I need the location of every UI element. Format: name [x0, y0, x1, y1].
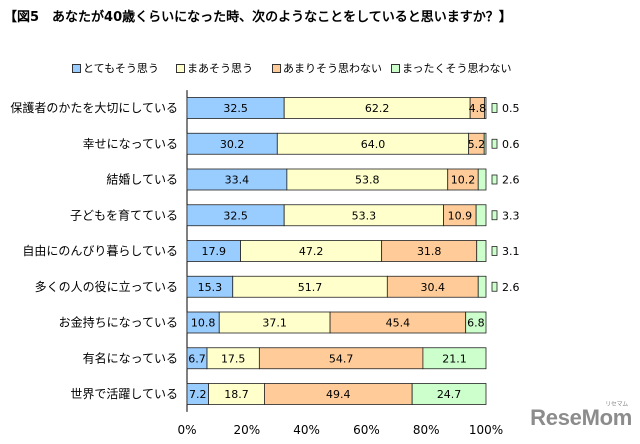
x-tick-label: 20% — [233, 423, 260, 437]
data-label: 24.7 — [437, 388, 462, 401]
bar-segment — [411, 383, 487, 405]
category-label: お金持ちになっている — [59, 315, 178, 330]
category-label: 自由にのんびり暮らしている — [22, 244, 178, 258]
legend-item-very-much: とてもそう思う — [72, 61, 159, 75]
x-tick-label: 40% — [293, 423, 320, 437]
legend-item-not-at-all: まったくそう思わない — [391, 61, 512, 75]
data-label: 7.2 — [189, 388, 207, 401]
data-label-key — [491, 174, 498, 185]
legend-swatch — [176, 63, 185, 73]
category-label: 有名になっている — [83, 350, 178, 365]
category-label: 結婚している — [106, 173, 178, 187]
data-label-key — [491, 246, 498, 256]
data-label: 47.2 — [299, 245, 324, 258]
data-label: 10.8 — [191, 317, 216, 330]
data-label: 37.1 — [262, 317, 287, 330]
chart-title: 【図5 あなたが40歳くらいになった時、次のようなことをしていると思いますか？】 — [4, 10, 512, 25]
legend-label: まったくそう思わない — [402, 62, 512, 75]
legend-label: あまりそう思わない — [283, 62, 382, 75]
data-label: 15.3 — [198, 281, 223, 294]
bar-segment — [465, 311, 487, 334]
category-label: 幸せになっている — [83, 137, 178, 151]
logo-subtext: リセマム — [605, 401, 628, 408]
legend-swatch — [391, 63, 400, 73]
data-label: 4.8 — [469, 102, 487, 115]
data-label: 3.1 — [502, 245, 520, 258]
data-label: 0.5 — [502, 102, 520, 115]
category-label: 子どもを育てている — [70, 207, 178, 222]
data-label: 30.2 — [220, 138, 245, 151]
data-label: 2.6 — [502, 281, 520, 294]
bar-segment — [476, 240, 487, 262]
data-label: 17.5 — [221, 352, 246, 365]
legend-swatch — [72, 63, 81, 73]
data-label: 0.6 — [502, 138, 520, 151]
data-label: 10.9 — [448, 209, 473, 222]
data-label: 64.0 — [361, 138, 386, 151]
data-label: 53.8 — [355, 174, 380, 187]
logo-text: ReseMom — [530, 405, 632, 430]
x-tick-label: 0% — [177, 423, 196, 437]
data-label: 45.4 — [386, 317, 411, 330]
x-tick-label: 100% — [469, 423, 503, 437]
data-label: 6.8 — [467, 317, 485, 330]
bar-segment — [477, 275, 487, 298]
data-label: 49.4 — [326, 388, 351, 401]
data-label-key — [491, 103, 498, 113]
data-label: 10.2 — [451, 174, 476, 187]
category-label: 保護者のかたを大切にしている — [10, 100, 178, 115]
data-label: 51.7 — [298, 281, 323, 294]
category-label: 多くの人の役に立っている — [35, 279, 178, 294]
data-label: 21.1 — [442, 352, 467, 365]
data-label: 17.9 — [202, 245, 227, 258]
data-label-key — [491, 138, 498, 149]
x-tick-label: 80% — [413, 423, 440, 437]
data-label: 18.7 — [224, 388, 249, 401]
legend-item-not-much: あまりそう思わない — [272, 61, 382, 75]
resemom-logo: リセマム ReseMom — [530, 401, 632, 432]
data-label: 62.2 — [365, 102, 390, 115]
data-label-key — [491, 281, 498, 292]
data-label: 32.5 — [223, 209, 248, 222]
data-label: 3.3 — [502, 209, 520, 222]
data-label: 2.6 — [502, 174, 520, 187]
category-label: 世界で活躍している — [70, 387, 178, 401]
data-label: 30.4 — [421, 281, 446, 294]
data-label: 33.4 — [225, 174, 250, 187]
data-label: 53.3 — [352, 209, 377, 222]
legend-label: とてもそう思う — [83, 62, 159, 75]
data-label: 31.8 — [417, 245, 442, 258]
x-tick-label: 60% — [353, 423, 380, 437]
legend-item-somewhat: まあそう思う — [176, 61, 253, 75]
legend-label: まあそう思う — [187, 62, 253, 75]
data-label: 6.7 — [188, 352, 206, 365]
data-label: 32.5 — [223, 102, 248, 115]
data-label: 54.7 — [329, 352, 354, 365]
data-label: 5.2 — [468, 138, 486, 151]
bar-segment — [483, 132, 487, 155]
bar-segment — [422, 347, 487, 370]
legend-swatch — [272, 63, 281, 73]
bar-segment — [477, 168, 487, 191]
bar-segment — [484, 97, 487, 119]
bar-segment — [475, 204, 487, 227]
data-label-key — [491, 210, 498, 221]
